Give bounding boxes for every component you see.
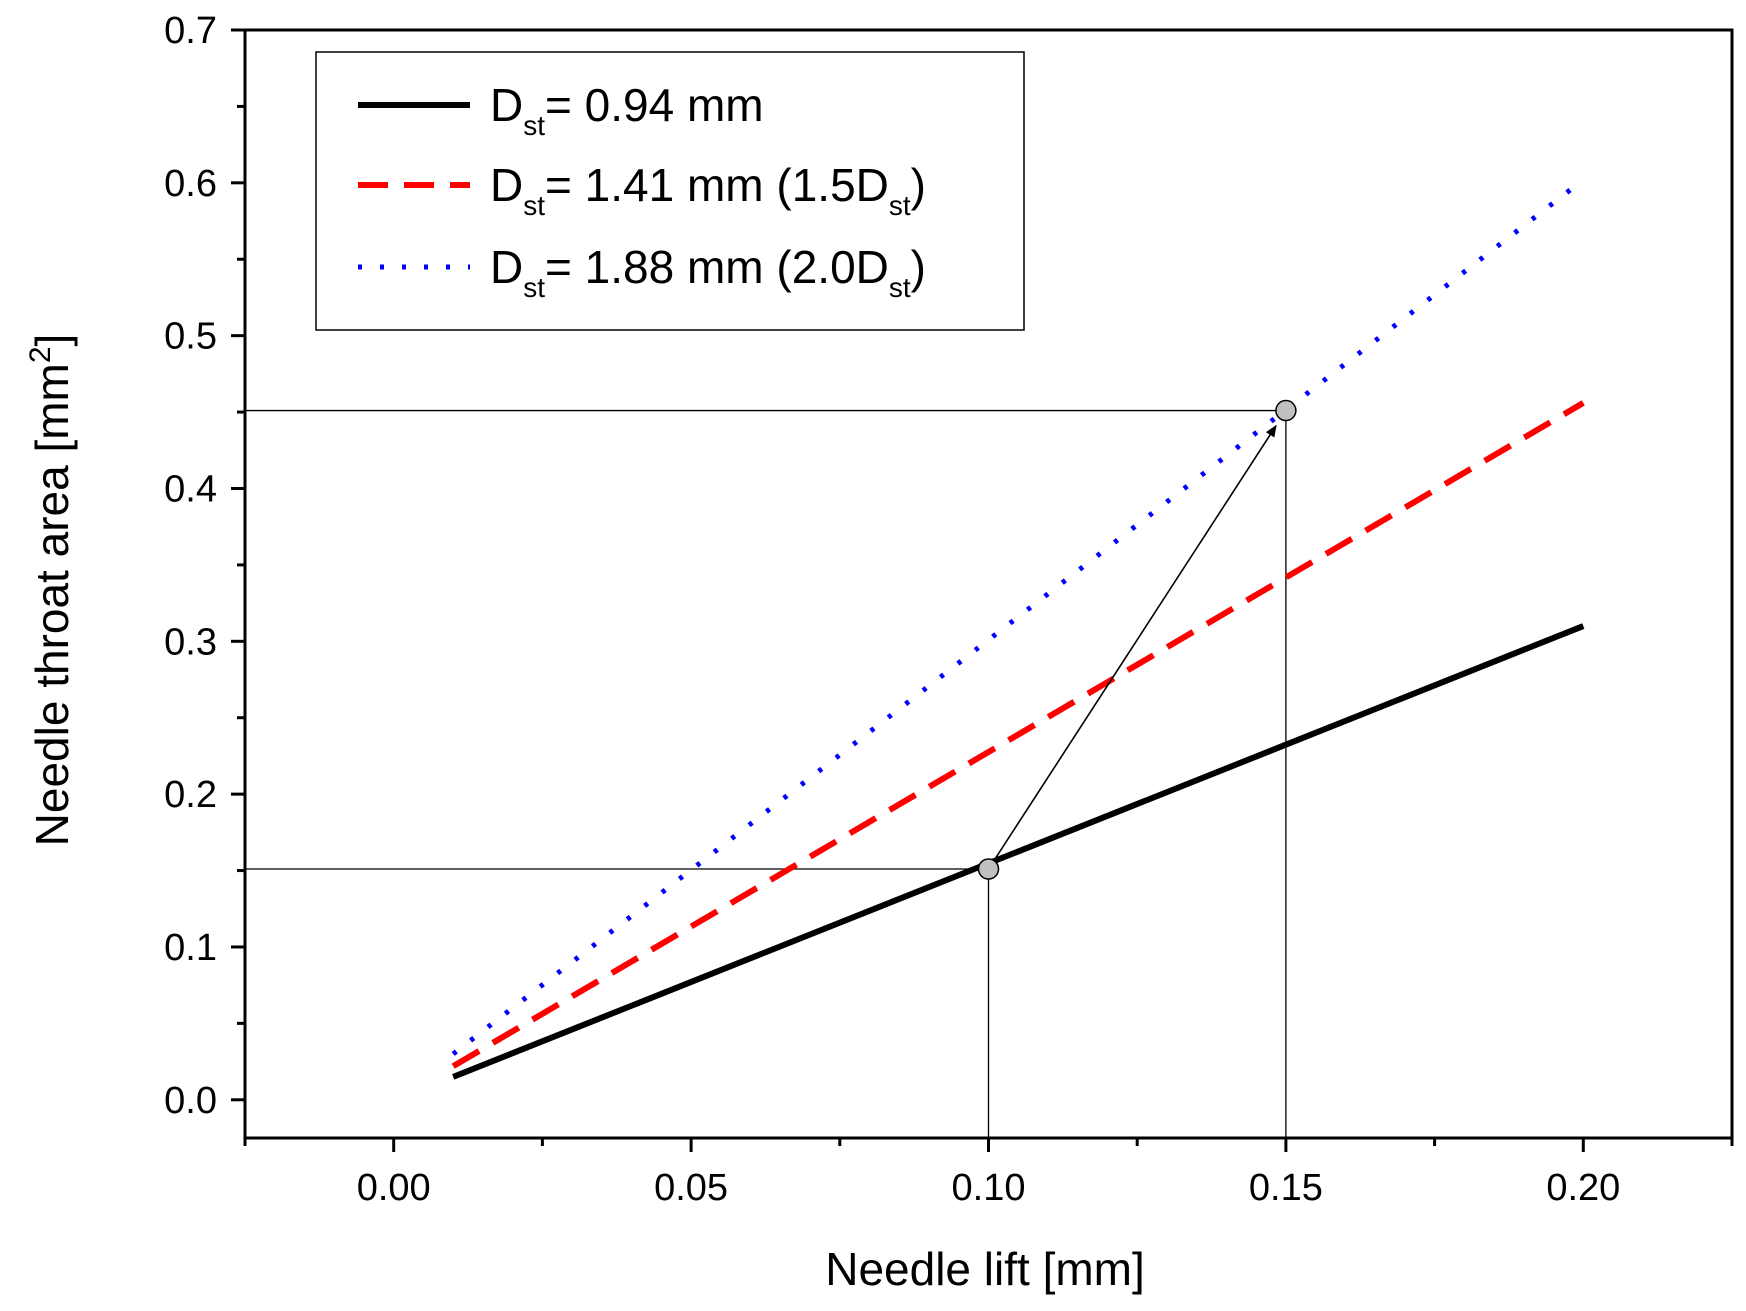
y-axis-title-sup: 2 [24,346,57,363]
data-marker [977,858,1000,880]
y-tick-label: 0.7 [164,10,217,52]
y-tick-label: 0.6 [164,163,217,205]
legend-label-3: Dst= 1.88 mm (2.0Dst) [490,241,926,303]
series-line-2 [451,400,1585,1069]
x-axis-title: Needle lift [mm] [825,1243,1145,1295]
legend-label-1: Dst= 0.94 mm [490,79,764,141]
x-tick-label: 0.10 [952,1167,1026,1209]
y-axis-title-suffix: ] [26,334,78,347]
annotations [977,399,1297,880]
y-tick-label: 0.1 [164,927,217,969]
legend-label-2: Dst= 1.41 mm (1.5Dst) [490,159,926,221]
series-line-1 [452,623,1585,1080]
y-tick-label: 0.3 [164,621,217,663]
y-axis-title: Needle throat area [mm2] [24,334,78,847]
y-tick-label: 0.2 [164,774,217,816]
y-tick-label: 0.5 [164,316,217,358]
data-marker [1275,399,1297,422]
series-line-3 [451,177,1585,1056]
x-tick-label: 0.00 [357,1167,431,1209]
y-axis-title-main: Needle throat area [mm [26,363,78,846]
x-tick-label: 0.05 [654,1167,728,1209]
data-series [451,177,1585,1080]
x-tick-label: 0.20 [1546,1167,1620,1209]
axes: 0.00 0.05 0.10 0.15 0.20 0.0 0.1 0.2 0.3 0.4 0.5 0.… [164,10,1734,1209]
y-tick-label: 0.0 [164,1080,217,1122]
x-tick-label: 0.15 [1249,1167,1323,1209]
y-tick-label: 0.4 [164,468,217,510]
legend: Dst= 0.94 mm Dst= 1.41 mm (1.5Dst) Dst= 1.… [315,51,1025,331]
reference-lines [245,409,1287,1138]
annotation-arrow [987,424,1277,870]
legend-box [315,51,1025,331]
